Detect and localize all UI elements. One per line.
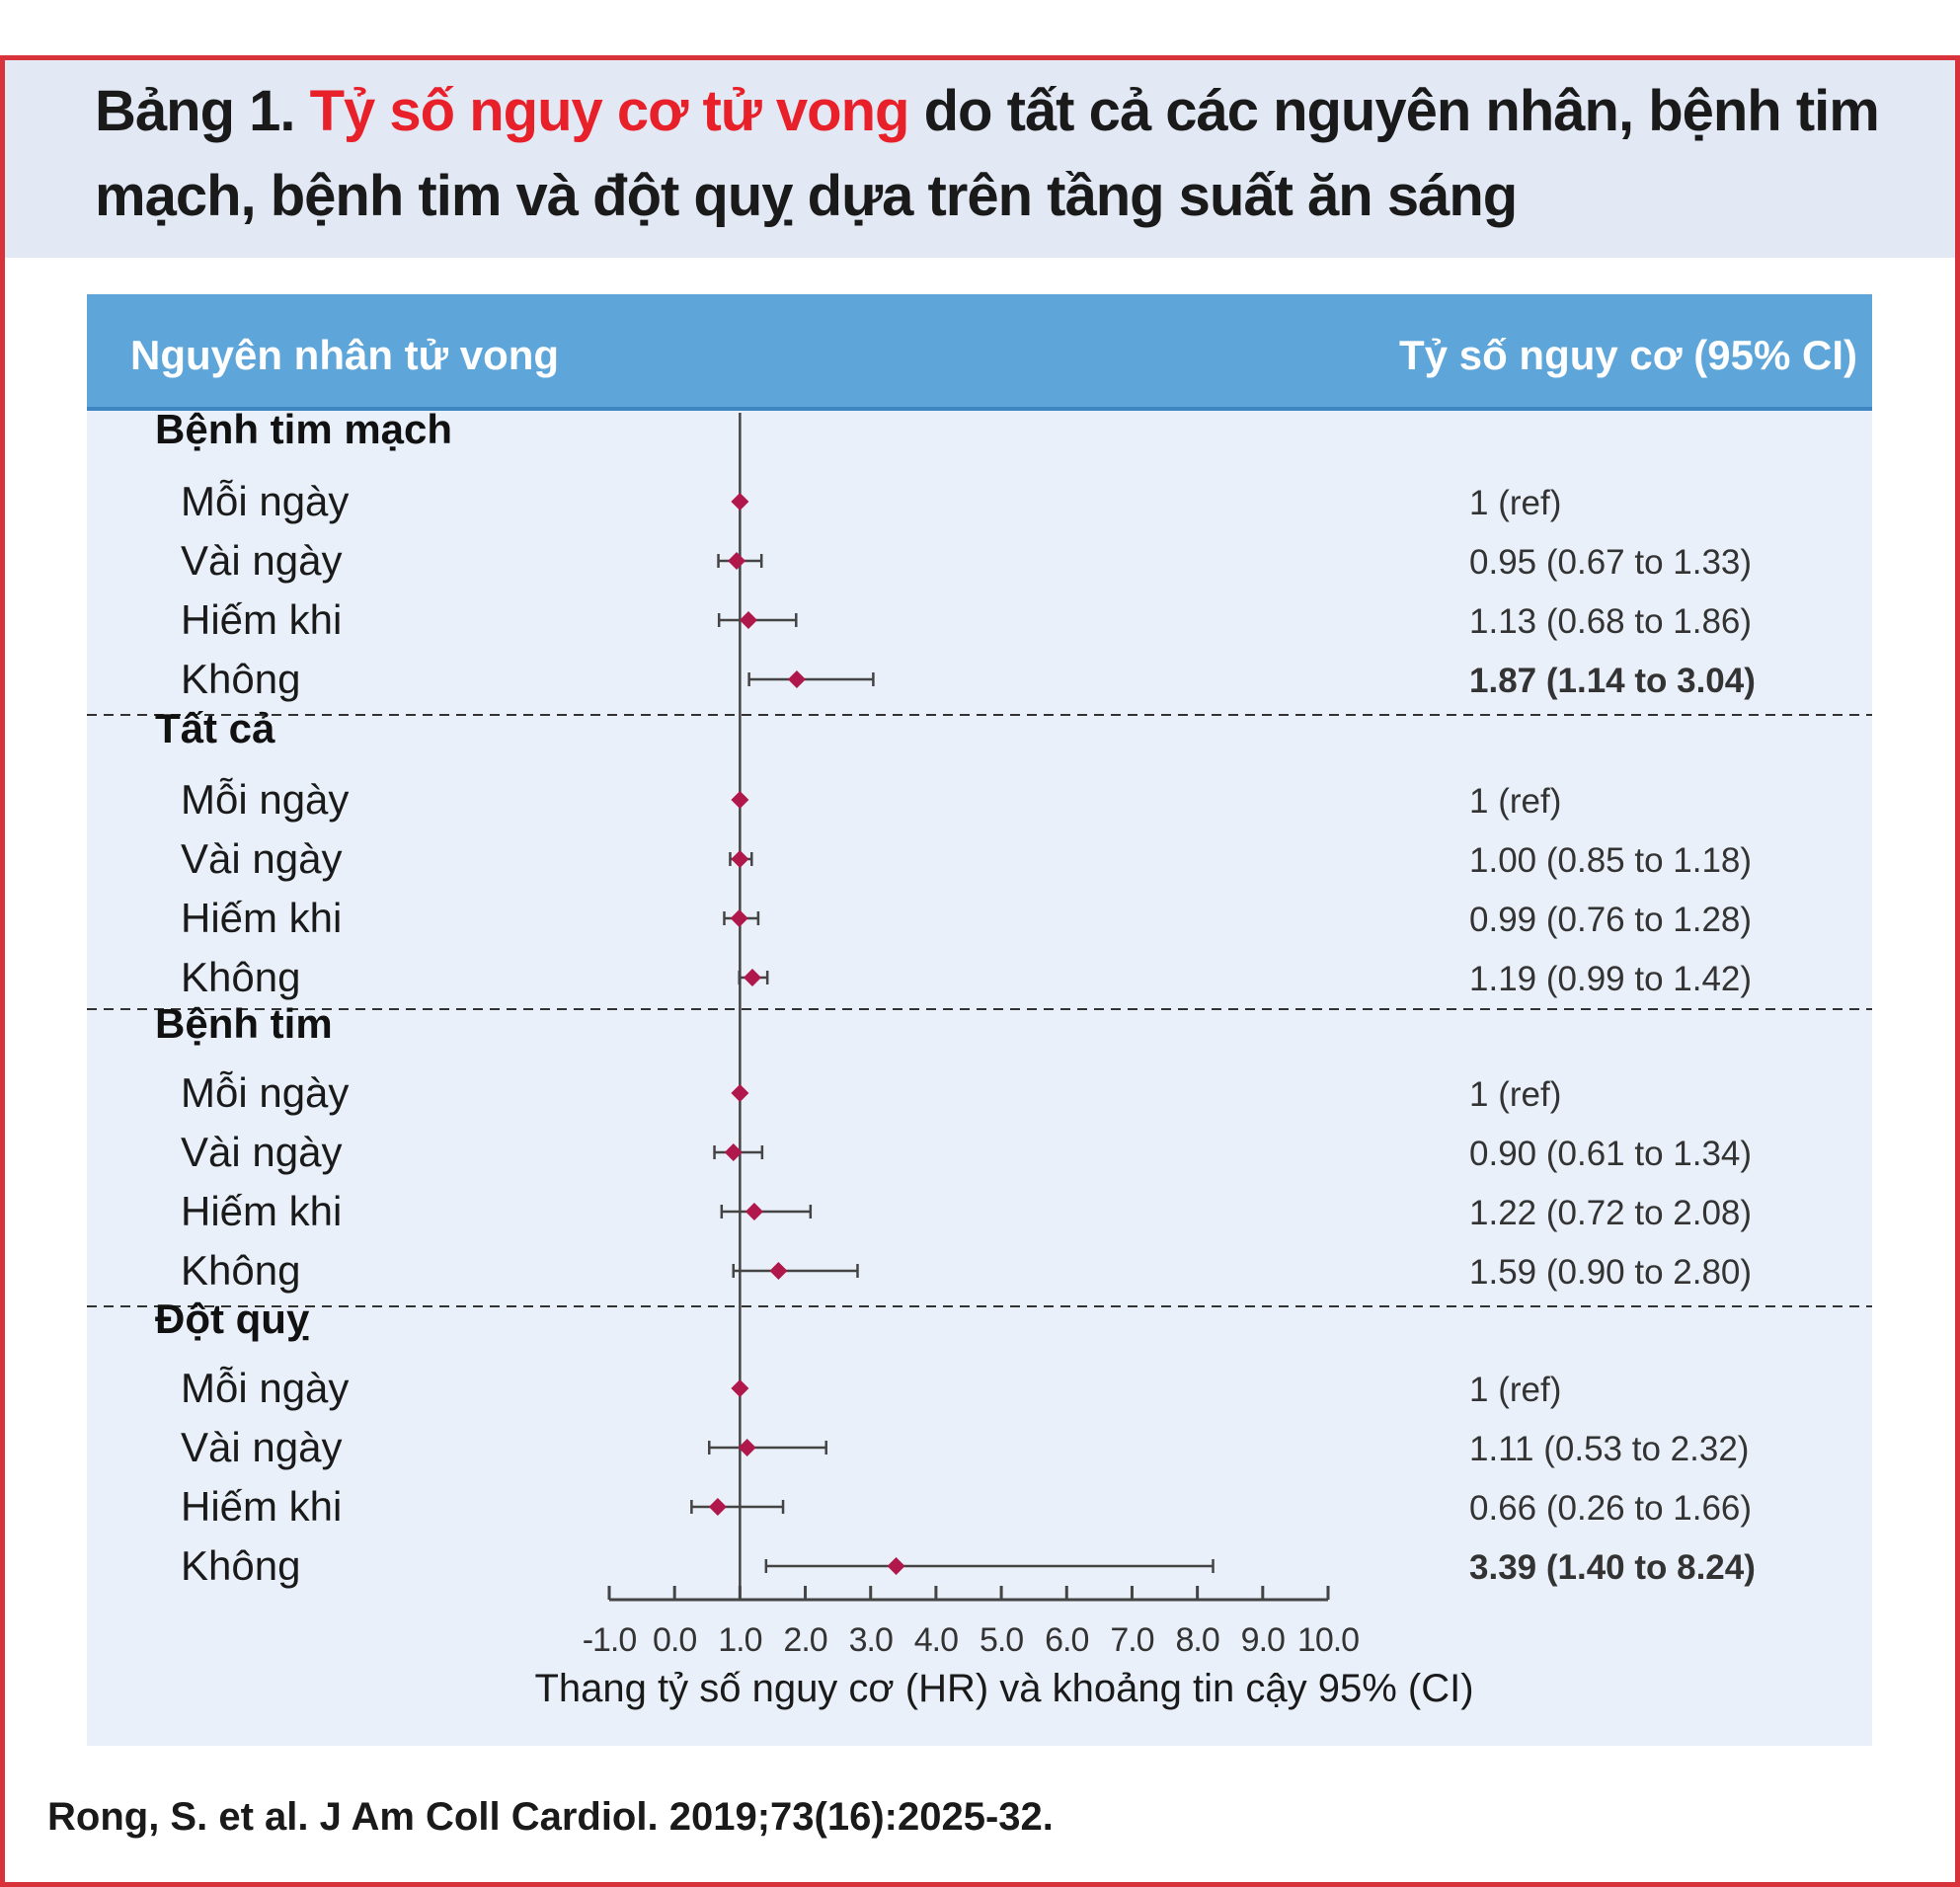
row-label: Vài ngày [181,1424,342,1470]
row-label: Mỗi ngày [181,1069,349,1116]
row-label: Không [181,1542,300,1589]
hr-marker [731,1379,749,1397]
hr-value: 1.87 (1.14 to 3.04) [1469,662,1756,700]
hr-marker [731,1084,749,1102]
x-tick-label: 5.0 [980,1621,1023,1659]
hr-marker [731,850,749,868]
x-tick-label: 8.0 [1176,1621,1219,1659]
row-label: Vài ngày [181,1129,342,1175]
hr-marker [769,1262,788,1280]
hr-value: 1.59 (0.90 to 2.80) [1469,1253,1752,1292]
table-header [87,294,1872,411]
hr-marker [731,493,749,511]
group-label: Đột quỵ [155,1296,310,1342]
x-tick-label: -1.0 [583,1621,637,1659]
table-background [87,294,1872,1746]
row-label: Mỗi ngày [181,1365,349,1411]
row-label: Hiếm khi [181,596,342,643]
row-label: Không [181,656,300,702]
hr-value: 0.66 (0.26 to 1.66) [1469,1489,1752,1528]
figure-frame [0,55,1960,1887]
hr-value: 1 (ref) [1469,1075,1561,1114]
row-label: Vài ngày [181,835,342,882]
hr-value: 0.99 (0.76 to 1.28) [1469,901,1752,939]
x-axis-label: Thang tỷ số nguy cơ (HR) và khoảng tin c… [534,1667,1473,1710]
x-tick-label: 1.0 [718,1621,761,1659]
group-label: Tất cả [155,705,275,751]
hr-value: 3.39 (1.40 to 8.24) [1469,1548,1756,1587]
header-hazard-ratio: Tỷ số nguy cơ (95% CI) [1399,332,1857,378]
hr-marker [745,1203,763,1220]
hr-marker [739,611,757,629]
row-label: Mỗi ngày [181,776,349,823]
group-label: Bệnh tim [155,1000,333,1047]
title-highlight: Tỷ số nguy cơ tử vong [309,79,910,143]
hr-value: 1.11 (0.53 to 2.32) [1469,1430,1749,1468]
hr-marker [887,1557,905,1575]
hr-marker [787,670,806,688]
hr-marker [743,969,761,986]
x-tick-label: 10.0 [1297,1621,1359,1659]
hr-value: 1.19 (0.99 to 1.42) [1469,960,1752,998]
row-label: Hiếm khi [181,895,342,941]
x-tick-label: 7.0 [1110,1621,1153,1659]
title-rest: do tất cả các nguyên nhân, bệnh tim mạch… [95,79,1880,228]
hr-value: 0.95 (0.67 to 1.33) [1469,543,1752,582]
citation: Rong, S. et al. J Am Coll Cardiol. 2019;… [47,1795,1054,1839]
title-band [5,60,1955,258]
hr-value: 0.90 (0.61 to 1.34) [1469,1135,1752,1173]
row-label: Hiếm khi [181,1188,342,1234]
hr-marker [730,909,748,927]
hr-marker [724,1143,743,1161]
x-tick-label: 0.0 [653,1621,696,1659]
hr-value: 1 (ref) [1469,782,1561,821]
x-tick-label: 3.0 [849,1621,893,1659]
hr-value: 1 (ref) [1469,484,1561,522]
hr-marker [728,552,746,570]
hr-marker [731,791,749,809]
x-tick-label: 6.0 [1045,1621,1088,1659]
header-cause-of-death: Nguyên nhân tử vong [130,332,560,378]
x-tick-label: 4.0 [914,1621,958,1659]
hr-value: 1 (ref) [1469,1371,1561,1409]
hr-value: 1.13 (0.68 to 1.86) [1469,602,1752,641]
row-label: Không [181,1247,300,1294]
hr-marker [738,1439,756,1456]
page-title: Bảng 1. Tỷ số nguy cơ tử vong do tất cả … [95,69,1931,239]
x-tick-label: 9.0 [1241,1621,1285,1659]
x-tick-label: 2.0 [783,1621,826,1659]
row-label: Vài ngày [181,537,342,584]
hr-value: 1.22 (0.72 to 2.08) [1469,1194,1752,1232]
hr-value: 1.00 (0.85 to 1.18) [1469,841,1752,880]
row-label: Mỗi ngày [181,478,349,524]
hr-marker [708,1498,727,1516]
row-label: Hiếm khi [181,1483,342,1530]
title-prefix: Bảng 1. [95,79,295,143]
group-label: Bệnh tim mạch [155,406,452,452]
row-label: Không [181,954,300,1000]
